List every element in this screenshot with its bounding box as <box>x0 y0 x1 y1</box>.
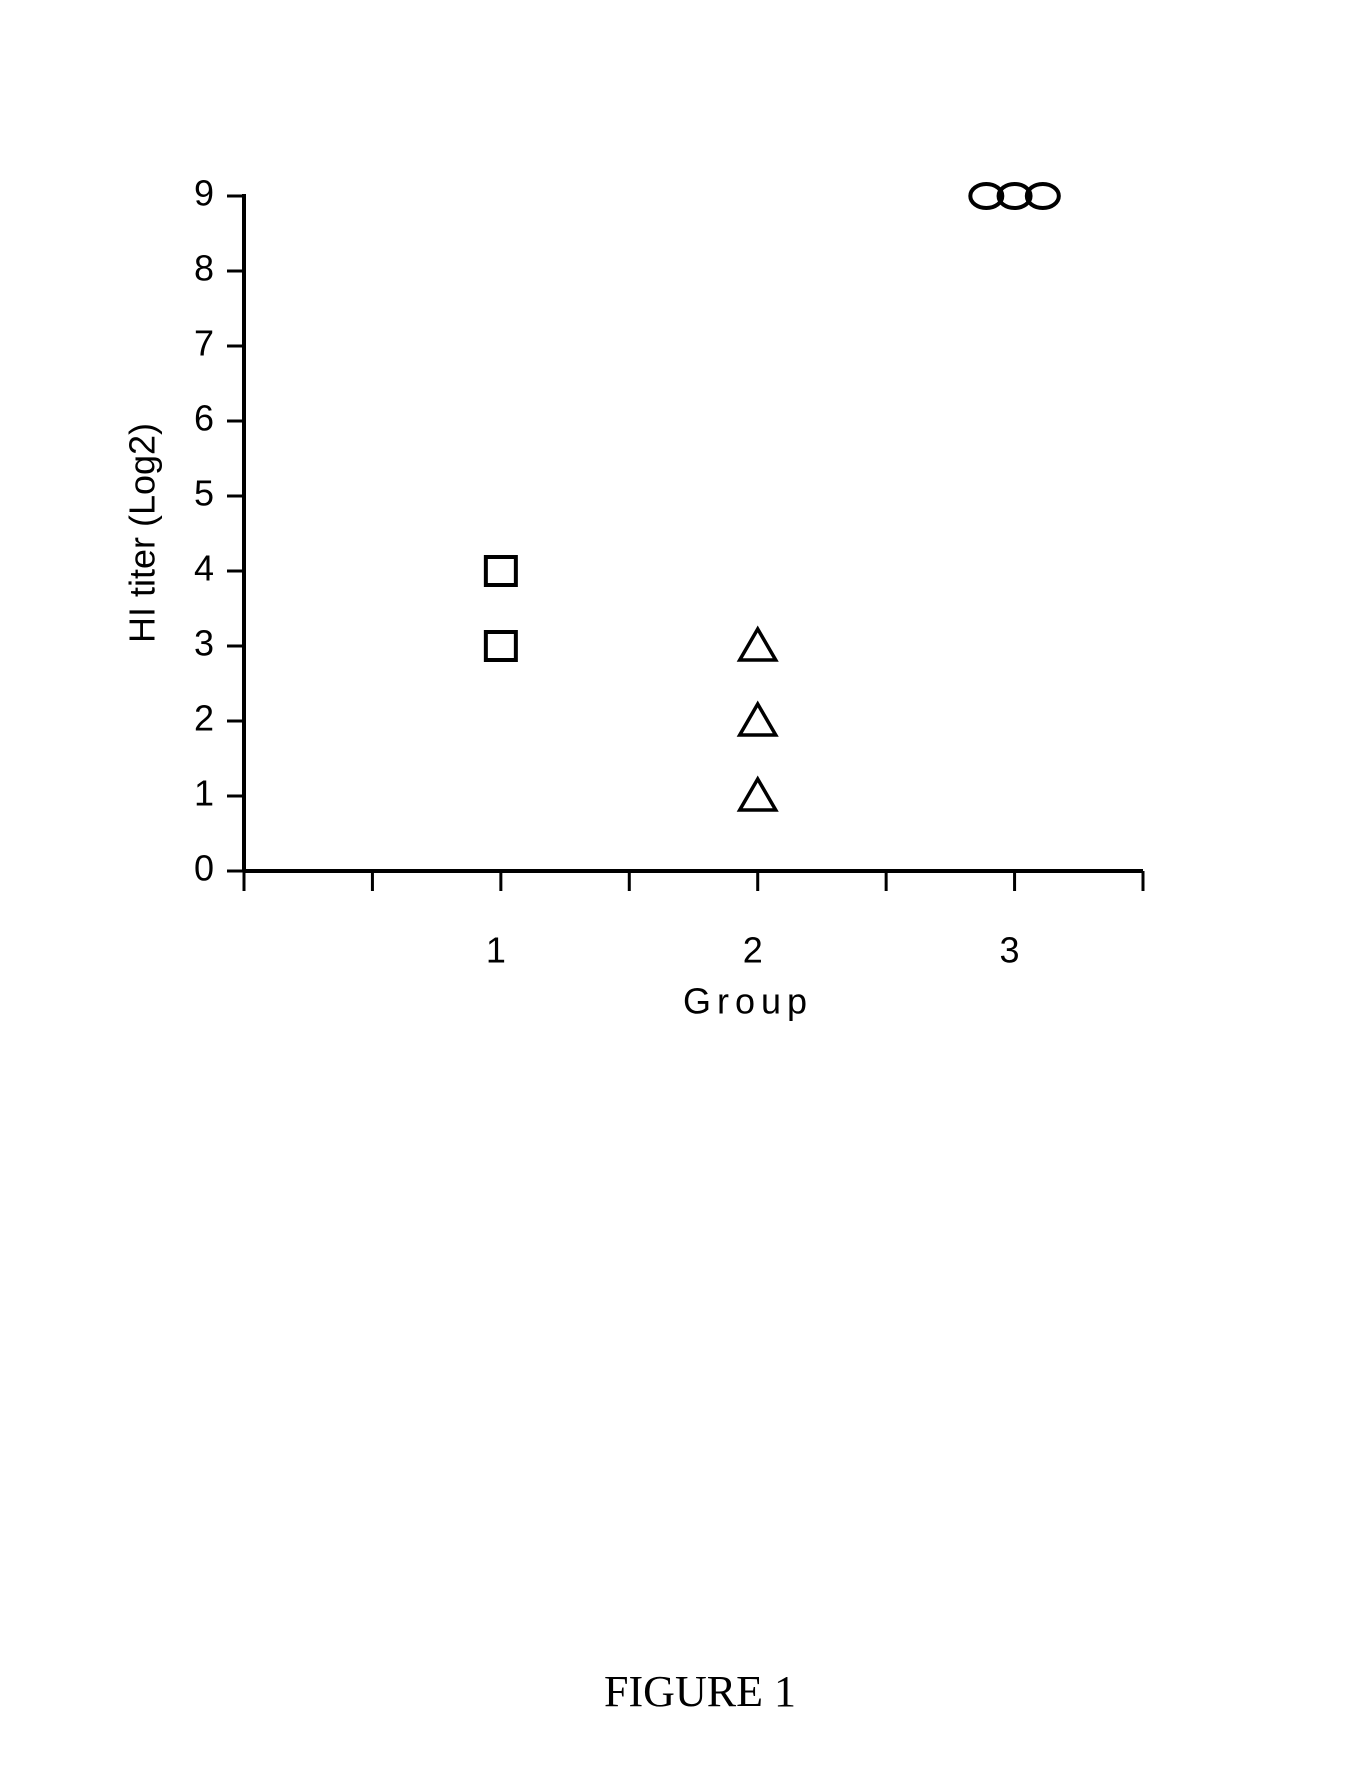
x-tick-label: 3 <box>1000 930 1020 971</box>
y-tick-label: 9 <box>194 173 214 214</box>
y-tick-label: 0 <box>194 848 214 889</box>
y-axis-label: HI titer (Log2) <box>122 423 163 643</box>
y-tick-label: 3 <box>194 623 214 664</box>
y-tick-label: 5 <box>194 473 214 514</box>
y-tick-label: 1 <box>194 773 214 814</box>
x-axis-label: Group <box>683 981 813 1022</box>
y-tick-label: 4 <box>194 548 214 589</box>
figure-caption: FIGURE 1 <box>604 1667 796 1716</box>
x-tick-label: 2 <box>743 930 763 971</box>
y-tick-label: 8 <box>194 248 214 289</box>
page: HI titer (Log2) Group FIGURE 1 0 1 2 3 4 5 6 7 8… <box>0 0 1361 1775</box>
y-tick-label: 7 <box>194 323 214 364</box>
x-tick-label: 1 <box>486 930 506 971</box>
chart: HI titer (Log2) Group FIGURE 1 0 1 2 3 4 5 6 7 8… <box>0 0 1361 1775</box>
y-tick-label: 2 <box>194 698 214 739</box>
y-tick-label: 6 <box>194 398 214 439</box>
